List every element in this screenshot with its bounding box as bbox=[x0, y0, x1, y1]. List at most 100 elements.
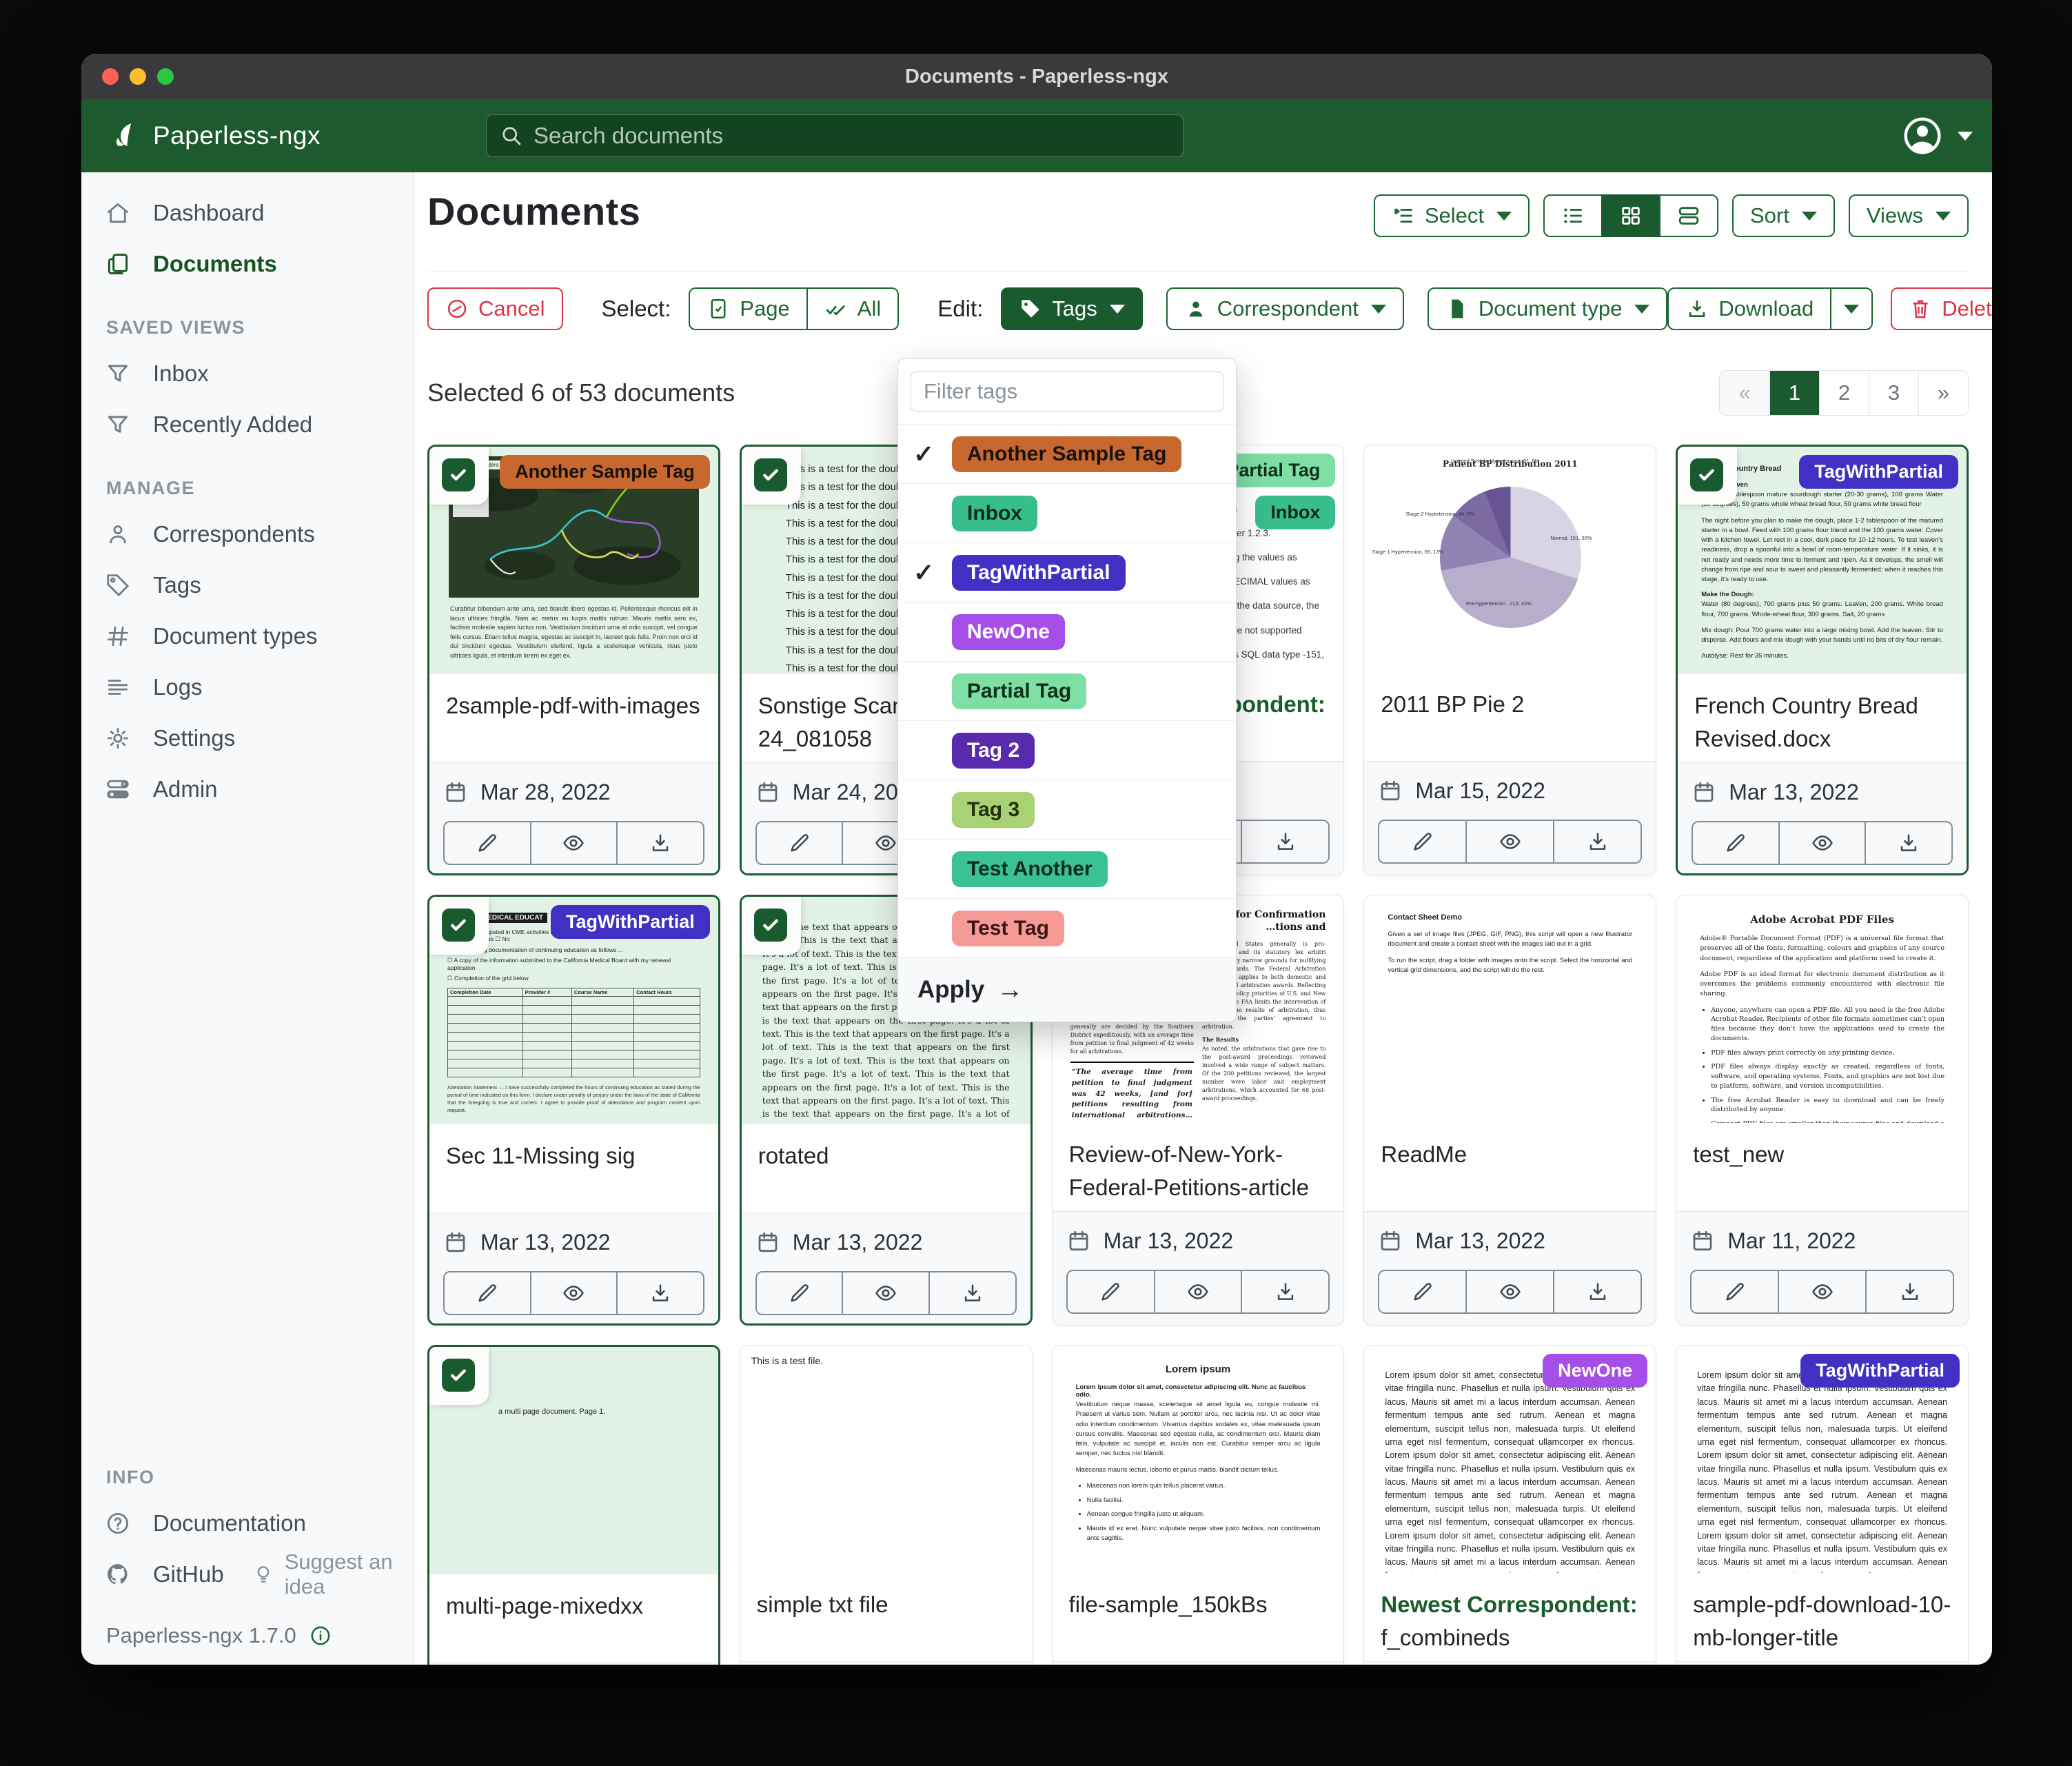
tag-option[interactable]: Test Another bbox=[898, 839, 1236, 898]
tag-badge[interactable]: Inbox bbox=[1255, 496, 1336, 529]
sidebar-item-suggest-idea[interactable]: Suggest an idea bbox=[252, 1550, 413, 1599]
cancel-button[interactable]: Cancel bbox=[427, 287, 563, 330]
sidebar-item-admin[interactable]: Admin bbox=[81, 764, 413, 815]
card-thumbnail[interactable]: French Country BreadFor the Leaven1 heap… bbox=[1678, 447, 1967, 674]
download-document-button[interactable] bbox=[1553, 1270, 1643, 1314]
list-view-button[interactable] bbox=[1543, 194, 1603, 237]
card-title[interactable]: file-sample_150kBs bbox=[1068, 1592, 1268, 1617]
page-button-2[interactable]: 2 bbox=[1819, 371, 1869, 415]
card-title[interactable]: French Country Bread Revised.docx bbox=[1694, 693, 1918, 751]
views-button[interactable]: Views bbox=[1848, 194, 1969, 237]
download-document-button[interactable] bbox=[616, 821, 704, 865]
sidebar-item-documentation[interactable]: Documentation bbox=[81, 1498, 413, 1549]
card-title[interactable]: Sec 11-Missing sig bbox=[446, 1143, 636, 1168]
sidebar-item-document-types[interactable]: Document types bbox=[81, 611, 413, 662]
view-document-button[interactable] bbox=[1778, 1270, 1867, 1314]
edit-tags-button[interactable]: Tags bbox=[1001, 287, 1143, 330]
download-button[interactable]: Download bbox=[1667, 287, 1832, 330]
edit-document-type-button[interactable]: Document type bbox=[1427, 287, 1668, 330]
sidebar-item-tags[interactable]: Tags bbox=[81, 560, 413, 611]
tag-option[interactable]: Tag 3 bbox=[898, 780, 1236, 839]
card-title[interactable]: sample-pdf-download-10-mb-longer-title bbox=[1693, 1592, 1951, 1650]
select-page-button[interactable]: Page bbox=[689, 287, 808, 330]
page-button-»[interactable]: » bbox=[1918, 371, 1968, 415]
page-button-3[interactable]: 3 bbox=[1869, 371, 1918, 415]
tag-badge[interactable]: Another Sample Tag bbox=[500, 455, 710, 489]
tag-badge[interactable]: TagWithPartial bbox=[1800, 1354, 1960, 1388]
zoom-window-button[interactable] bbox=[157, 68, 174, 85]
card-thumbnail[interactable]: This is a test file. bbox=[740, 1346, 1032, 1573]
tag-option[interactable]: ✓ TagWithPartial bbox=[898, 542, 1236, 602]
download-document-button[interactable] bbox=[1553, 820, 1643, 864]
view-document-button[interactable] bbox=[529, 1271, 618, 1315]
tag-badge[interactable]: TagWithPartial bbox=[551, 905, 710, 939]
edit-document-button[interactable] bbox=[1692, 821, 1780, 865]
card-title[interactable]: Newest Correspondent: f_combineds bbox=[1381, 1592, 1638, 1650]
card-thumbnail[interactable]: a multi page document. Page 1. bbox=[429, 1347, 718, 1574]
card-title[interactable]: 2011 BP Pie 2 bbox=[1381, 691, 1525, 717]
sidebar-item-documents[interactable]: Documents bbox=[81, 238, 413, 290]
card-checkbox[interactable] bbox=[741, 447, 801, 505]
sidebar-item-correspondents[interactable]: Correspondents bbox=[81, 509, 413, 560]
brand[interactable]: Paperless-ngx bbox=[110, 121, 486, 151]
card-title[interactable]: test_new bbox=[1693, 1141, 1785, 1167]
user-menu[interactable] bbox=[1901, 114, 1973, 157]
tag-badge[interactable]: NewOne bbox=[1543, 1354, 1648, 1388]
card-title[interactable]: rotated bbox=[758, 1143, 829, 1168]
card-checkbox[interactable] bbox=[429, 447, 489, 505]
download-document-button[interactable] bbox=[616, 1271, 704, 1315]
view-document-button[interactable] bbox=[842, 1271, 930, 1315]
edit-document-button[interactable] bbox=[1066, 1270, 1155, 1314]
edit-document-button[interactable] bbox=[755, 821, 844, 865]
card-thumbnail[interactable]: Adobe Acrobat PDF Files Adobe® Portable D… bbox=[1676, 895, 1968, 1123]
card-thumbnail[interactable]: TINUING MEDICAL EDUCATHave you participa… bbox=[429, 897, 718, 1124]
view-document-button[interactable] bbox=[529, 821, 618, 865]
view-document-button[interactable] bbox=[1465, 1270, 1555, 1314]
tag-option[interactable]: Inbox bbox=[898, 483, 1236, 542]
card-checkbox[interactable] bbox=[429, 897, 489, 955]
tag-option[interactable]: Test Tag bbox=[898, 898, 1236, 957]
tag-option[interactable]: Tag 2 bbox=[898, 720, 1236, 780]
card-title[interactable]: multi-page-mixedxx bbox=[446, 1593, 644, 1618]
grid-view-button[interactable] bbox=[1601, 194, 1660, 237]
view-document-button[interactable] bbox=[1153, 1270, 1243, 1314]
filter-tags-input[interactable] bbox=[911, 372, 1223, 412]
tag-option[interactable]: ✓ Another Sample Tag bbox=[898, 424, 1236, 483]
card-title[interactable]: ReadMe bbox=[1381, 1141, 1467, 1167]
download-document-button[interactable] bbox=[928, 1271, 1017, 1315]
tag-option[interactable]: NewOne bbox=[898, 602, 1236, 661]
sidebar-item-inbox[interactable]: Inbox bbox=[81, 348, 413, 399]
card-thumbnail[interactable]: Boundary Waters TripLegend▲ Day1▲ Day2▲ … bbox=[429, 447, 718, 674]
sidebar-item-dashboard[interactable]: Dashboard bbox=[81, 187, 413, 238]
edit-document-button[interactable] bbox=[755, 1271, 844, 1315]
card-title[interactable]: 2sample-pdf-with-images bbox=[446, 693, 700, 718]
select-mode-button[interactable]: Select bbox=[1373, 194, 1530, 237]
card-checkbox[interactable] bbox=[741, 897, 801, 955]
card-checkbox[interactable] bbox=[1678, 447, 1738, 505]
sidebar-item-recently-added[interactable]: Recently Added bbox=[81, 399, 413, 450]
download-document-button[interactable] bbox=[1865, 1270, 1954, 1314]
view-document-button[interactable] bbox=[1778, 821, 1867, 865]
card-thumbnail[interactable]: Contact Sheet Demo Given a set of image f… bbox=[1364, 895, 1656, 1123]
delete-button[interactable]: Delete bbox=[1891, 287, 1992, 330]
edit-document-button[interactable] bbox=[443, 821, 531, 865]
download-document-button[interactable] bbox=[1241, 820, 1330, 864]
download-document-button[interactable] bbox=[1241, 1270, 1330, 1314]
card-thumbnail[interactable]: Lorem ipsum dolor sit amet, consectetur … bbox=[1676, 1346, 1968, 1573]
tag-option[interactable]: Partial Tag bbox=[898, 661, 1236, 720]
sidebar-item-logs[interactable]: Logs bbox=[81, 662, 413, 713]
card-title[interactable]: Review-of-New-York-Federal-Petitions-art… bbox=[1068, 1141, 1310, 1200]
sort-button[interactable]: Sort bbox=[1732, 194, 1835, 237]
page-button-«[interactable]: « bbox=[1720, 371, 1769, 415]
card-thumbnail[interactable]: Lorem ipsum Lorem ipsum dolor sit amet, c… bbox=[1052, 1346, 1344, 1573]
page-button-1[interactable]: 1 bbox=[1769, 371, 1819, 415]
detail-view-button[interactable] bbox=[1659, 194, 1718, 237]
card-thumbnail[interactable]: Patient BP Distribution 2011 Normal, 151,… bbox=[1364, 445, 1656, 673]
card-title[interactable]: simple txt file bbox=[756, 1592, 888, 1617]
card-thumbnail[interactable]: Lorem ipsum dolor sit amet, consectetur … bbox=[1364, 1346, 1656, 1573]
download-options-button[interactable] bbox=[1830, 287, 1873, 330]
edit-document-button[interactable] bbox=[1378, 820, 1467, 864]
sidebar-item-github[interactable]: GitHub bbox=[81, 1549, 224, 1600]
download-document-button[interactable] bbox=[1865, 821, 1953, 865]
edit-correspondent-button[interactable]: Correspondent bbox=[1166, 287, 1404, 330]
